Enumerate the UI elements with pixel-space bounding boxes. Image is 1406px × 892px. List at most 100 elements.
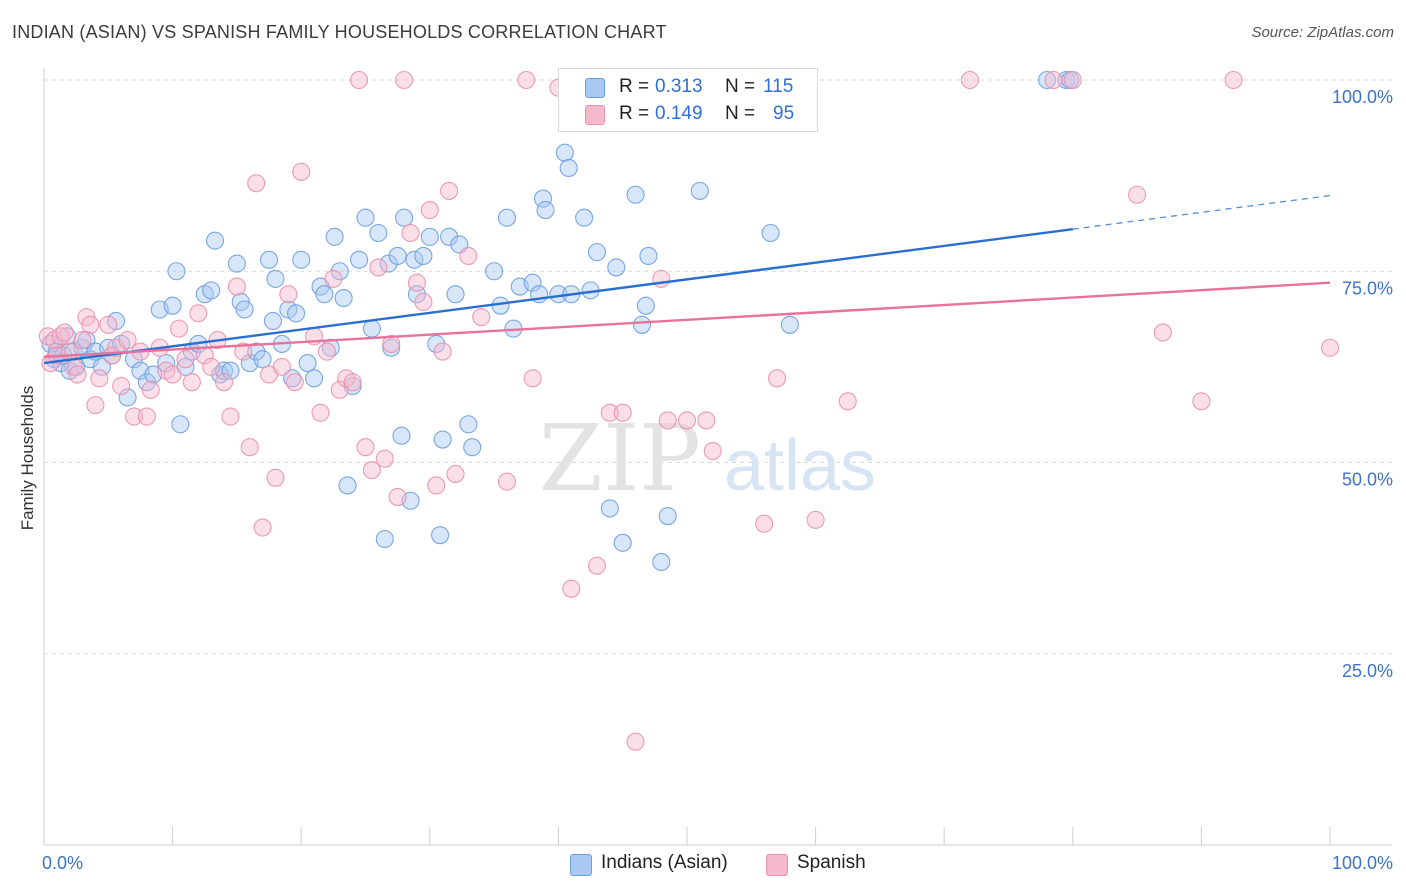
legend-r-value: 0.149 <box>655 103 703 124</box>
data-point <box>330 262 349 281</box>
data-point <box>292 250 311 269</box>
data-point <box>431 526 450 545</box>
data-point <box>459 246 478 265</box>
data-point <box>240 438 259 457</box>
data-point <box>613 403 632 422</box>
data-point <box>388 246 407 265</box>
data-point <box>118 388 137 407</box>
data-point <box>272 357 291 376</box>
data-point <box>1044 70 1063 90</box>
data-point <box>182 373 201 392</box>
data-point <box>86 396 105 415</box>
data-point <box>73 331 92 350</box>
data-point <box>420 227 439 246</box>
data-point <box>141 380 160 399</box>
data-point <box>382 338 401 357</box>
data-point <box>247 342 266 361</box>
data-point <box>414 292 433 311</box>
data-point <box>407 273 426 292</box>
data-point <box>838 392 857 411</box>
data-point <box>163 296 182 315</box>
data-point <box>420 201 439 220</box>
data-point <box>157 353 176 373</box>
chart-title: INDIAN (ASIAN) VS SPANISH FAMILY HOUSEHO… <box>12 22 667 42</box>
legend-n-label: N = <box>725 76 756 97</box>
data-point <box>1320 338 1340 357</box>
data-point <box>382 334 401 353</box>
data-point <box>171 415 190 434</box>
data-point <box>369 223 388 243</box>
data-point <box>221 407 240 426</box>
data-point <box>343 373 362 392</box>
legend-r-value: 0.313 <box>655 76 703 97</box>
data-point <box>433 430 452 449</box>
data-point <box>755 514 774 533</box>
data-point <box>388 487 407 506</box>
source-label: Source: ZipAtlas.com <box>1251 24 1394 41</box>
data-point <box>279 285 298 304</box>
data-point <box>780 315 799 334</box>
legend-row-indians: R = 0.313 N = 115 <box>559 73 817 101</box>
y-tick-label: 75.0% <box>1342 278 1393 298</box>
data-point <box>472 308 491 327</box>
data-point <box>315 285 334 304</box>
tick-labels: 25.0% 50.0% 75.0% 100.0% 0.0% 100.0% <box>42 87 1393 873</box>
data-point <box>613 533 632 552</box>
data-point <box>350 70 369 90</box>
legend-swatch-indians <box>585 78 605 98</box>
data-point <box>600 403 619 422</box>
data-point <box>292 162 311 181</box>
data-point <box>124 407 144 426</box>
data-point <box>1038 70 1057 90</box>
data-point <box>202 281 221 300</box>
data-point <box>227 277 246 296</box>
data-point <box>234 342 253 361</box>
trend-lines <box>43 194 1331 365</box>
y-tick-label: 100.0% <box>1332 87 1393 107</box>
data-point <box>652 269 671 288</box>
data-point <box>375 449 394 468</box>
data-point <box>305 369 324 388</box>
data-point <box>311 403 330 422</box>
data-point <box>338 476 357 495</box>
data-point <box>1063 70 1082 90</box>
data-point <box>497 472 517 491</box>
data-point <box>562 579 581 598</box>
data-point <box>806 510 825 529</box>
data-point <box>253 350 272 369</box>
legend-r-label: R = <box>619 103 650 124</box>
data-point <box>767 369 787 388</box>
data-point <box>202 357 221 376</box>
data-point <box>463 438 482 457</box>
watermark-atlas: atlas <box>724 426 876 506</box>
data-point <box>266 468 285 487</box>
data-point <box>395 208 414 227</box>
data-point <box>401 223 420 243</box>
data-point <box>356 438 375 457</box>
watermark-zip: ZIP <box>539 405 701 512</box>
data-point <box>227 254 246 273</box>
data-point <box>334 288 353 308</box>
data-point <box>1224 70 1243 90</box>
bottom-legend-swatch-spanish <box>766 854 788 876</box>
watermark: ZIP atlas <box>539 405 876 512</box>
data-point <box>523 369 542 388</box>
data-point <box>118 331 137 350</box>
data-point <box>677 411 697 430</box>
data-point <box>761 223 780 243</box>
data-point <box>392 426 411 445</box>
data-point <box>235 300 254 319</box>
data-point <box>375 529 394 549</box>
data-point <box>1192 392 1211 411</box>
data-point <box>362 461 381 480</box>
data-point <box>68 365 87 384</box>
data-point <box>176 350 195 369</box>
data-point <box>960 70 979 90</box>
data-point <box>459 415 478 434</box>
data-point <box>287 304 306 323</box>
data-point <box>440 181 459 200</box>
legend-r-label: R = <box>619 76 650 97</box>
data-point <box>317 342 336 361</box>
data-points <box>38 70 1340 751</box>
